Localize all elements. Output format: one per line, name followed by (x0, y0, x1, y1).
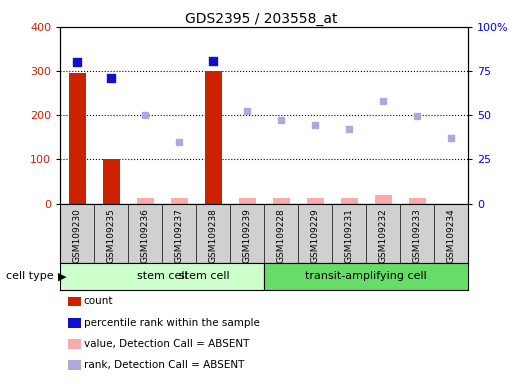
Point (141, 112, 150, 118)
Text: rank, Detection Call = ABSENT: rank, Detection Call = ABSENT (84, 360, 244, 370)
Text: GSM109238: GSM109238 (209, 208, 218, 263)
Text: GSM109232: GSM109232 (379, 208, 388, 263)
Text: stem cell: stem cell (137, 271, 187, 281)
Text: GSM109228: GSM109228 (277, 208, 286, 263)
Bar (306, 198, 324, 204)
Text: GSM109230: GSM109230 (73, 208, 82, 263)
Bar (238, 198, 256, 204)
Bar (137, 198, 154, 204)
Text: GSM109235: GSM109235 (107, 208, 116, 263)
Bar (272, 198, 290, 204)
Point (447, 135, 456, 141)
Point (379, 98, 388, 104)
Text: GSM109231: GSM109231 (345, 208, 354, 263)
Point (209, 58, 218, 65)
Bar (103, 159, 120, 204)
Point (413, 113, 422, 119)
Text: stem cell: stem cell (179, 271, 230, 281)
Text: GSM109234: GSM109234 (447, 208, 456, 263)
Point (73, 59, 82, 65)
Text: cell type: cell type (6, 271, 58, 281)
Bar (408, 198, 426, 204)
Point (345, 126, 354, 132)
Text: GSM109236: GSM109236 (141, 208, 150, 263)
Text: transit-amplifying cell: transit-amplifying cell (305, 271, 427, 281)
Point (277, 118, 286, 124)
Text: count: count (84, 296, 113, 306)
Text: GDS2395 / 203558_at: GDS2395 / 203558_at (185, 12, 338, 25)
Bar (170, 198, 188, 204)
Point (175, 139, 184, 145)
Text: value, Detection Call = ABSENT: value, Detection Call = ABSENT (84, 339, 249, 349)
Bar (340, 198, 358, 204)
Text: GSM109233: GSM109233 (413, 208, 422, 263)
Point (107, 74, 116, 81)
Text: ▶: ▶ (58, 271, 66, 281)
Point (243, 108, 252, 114)
Bar (374, 195, 392, 204)
Bar (69, 73, 86, 204)
Text: GSM109239: GSM109239 (243, 208, 252, 263)
Bar (204, 71, 222, 204)
Text: percentile rank within the sample: percentile rank within the sample (84, 318, 259, 328)
Point (311, 122, 320, 128)
Text: GSM109237: GSM109237 (175, 208, 184, 263)
Text: GSM109229: GSM109229 (311, 208, 320, 263)
